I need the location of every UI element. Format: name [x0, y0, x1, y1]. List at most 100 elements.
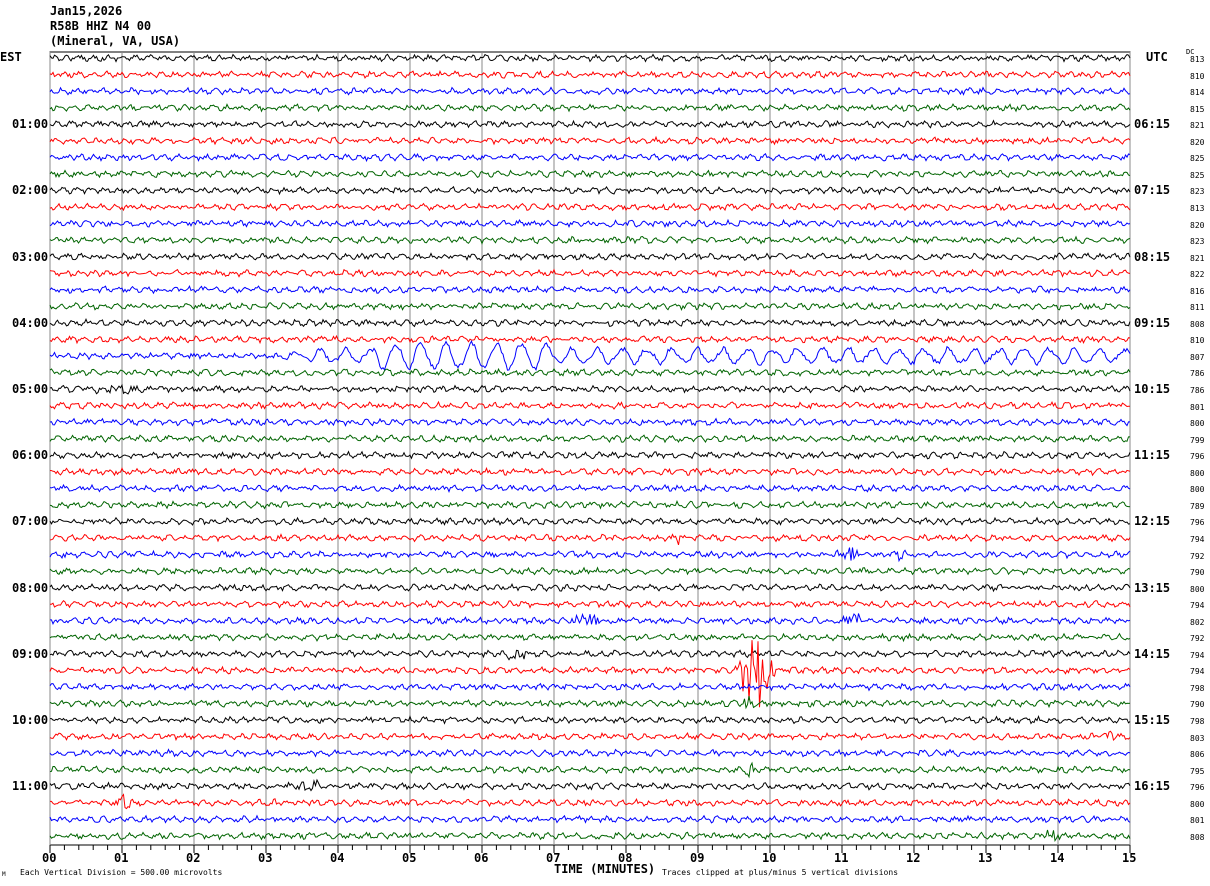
est-hour-label: 07:00 [12, 514, 49, 529]
trace-line [49, 748, 1131, 758]
trace-line [49, 202, 1131, 212]
dc-offset: 794 [1190, 650, 1205, 660]
dc-offset: 815 [1190, 104, 1205, 114]
x-tick-label: 04 [330, 851, 345, 865]
scale-note: Each Vertical Division = 500.00 microvol… [20, 868, 223, 877]
dc-offset: 790 [1190, 568, 1205, 578]
plot-frame [49, 51, 1131, 846]
trace-line [49, 69, 1131, 79]
dc-offset: 794 [1190, 534, 1205, 544]
dc-offset: 825 [1190, 170, 1205, 180]
dc-offset: 816 [1190, 286, 1205, 296]
x-tick-label: 00 [42, 851, 57, 865]
trace-line [49, 252, 1131, 262]
dc-offset: 802 [1190, 617, 1205, 627]
dc-offset: 808 [1190, 832, 1205, 842]
dc-offset: 786 [1190, 386, 1205, 395]
location-label: (Mineral, VA, USA) [50, 34, 181, 48]
x-tick-label: 12 [906, 851, 921, 865]
dc-offset: 794 [1190, 667, 1205, 677]
x-tick-label: 08 [618, 851, 633, 865]
x-tick-label: 11 [834, 851, 849, 865]
x-tick-label: 09 [690, 851, 705, 865]
trace-line [49, 499, 1131, 510]
dc-offset: 790 [1190, 700, 1205, 710]
dc-offset: 821 [1190, 253, 1205, 263]
dc-offset: 813 [1190, 203, 1205, 213]
dc-offset: 800 [1190, 419, 1205, 429]
trace-line [50, 599, 1131, 609]
trace-line [49, 318, 1131, 328]
trace-line [49, 829, 1131, 842]
dc-offset: 796 [1190, 518, 1205, 528]
x-tick-label: 13 [978, 851, 993, 865]
utc-hour-label: 15:15 [1134, 713, 1171, 727]
trace-line [49, 533, 1131, 546]
dc-offset: 800 [1190, 799, 1205, 809]
trace-line [49, 103, 1131, 113]
dc-offset: 794 [1190, 601, 1205, 611]
trace-line [49, 730, 1131, 742]
trace-line [49, 483, 1131, 493]
trace-line [49, 119, 1131, 129]
trace-line [50, 714, 1131, 725]
trace-line [49, 367, 1131, 378]
x-tick-label: 01 [114, 851, 129, 865]
dc-offset: 807 [1190, 352, 1205, 362]
est-hour-label: 09:00 [12, 646, 49, 661]
dc-offset: 786 [1190, 369, 1205, 379]
dc-offset: 823 [1190, 237, 1205, 247]
trace-line [49, 169, 1131, 179]
utc-hour-label: 11:15 [1134, 448, 1171, 463]
trace-line [49, 640, 1131, 708]
trace-line [49, 649, 1131, 661]
dc-offset: 799 [1190, 435, 1205, 445]
dc-offset: 811 [1190, 303, 1205, 313]
dc-offset: 789 [1190, 501, 1205, 511]
dc-offset: 814 [1190, 88, 1205, 98]
dc-offset: 801 [1190, 402, 1205, 412]
dc-offset: 800 [1190, 468, 1205, 478]
x-axis-label: TIME (MINUTES) [554, 862, 656, 876]
dc-offset: 821 [1190, 121, 1205, 131]
dc-offset: 810 [1190, 71, 1205, 81]
dc-offset: 798 [1190, 683, 1205, 693]
trace-line [49, 400, 1131, 411]
est-hour-label: 08:00 [12, 580, 49, 595]
dc-offset: 792 [1190, 551, 1205, 561]
right-axis-label: UTC [1146, 50, 1168, 64]
trace-line [49, 383, 1131, 395]
dc-offset: 823 [1190, 187, 1205, 197]
trace-line [49, 235, 1131, 245]
trace-line [49, 632, 1131, 643]
trace-line [49, 53, 1131, 63]
trace-line [49, 185, 1131, 196]
dc-offset: 808 [1190, 319, 1205, 329]
x-tick-label: 05 [402, 851, 417, 865]
est-hour-label: 04:00 [12, 315, 49, 330]
utc-hour-label: 08:15 [1134, 249, 1171, 264]
date-label: Jan15,2026 [50, 4, 123, 18]
dc-offset: 806 [1190, 750, 1205, 760]
trace-line [49, 434, 1130, 444]
trace-line [49, 566, 1131, 576]
trace-line [49, 516, 1131, 526]
utc-hour-label: 16:15 [1134, 779, 1171, 794]
dc-offset: 813 [1190, 55, 1205, 64]
dc-offset: 825 [1190, 154, 1205, 164]
trace-line [49, 681, 1131, 692]
utc-hour-label: 10:15 [1134, 382, 1171, 396]
trace-line [50, 612, 1131, 626]
trace-line [49, 696, 1131, 710]
trace-line [49, 450, 1131, 460]
dc-offset: 796 [1190, 783, 1205, 793]
dc-offset: 800 [1190, 584, 1205, 594]
dc-offset: 795 [1190, 766, 1205, 776]
utc-hour-label: 13:15 [1134, 580, 1171, 595]
trace-line [49, 218, 1131, 228]
trace-line [49, 778, 1131, 792]
trace-line [49, 340, 1131, 371]
est-hour-label: 03:00 [12, 249, 49, 264]
